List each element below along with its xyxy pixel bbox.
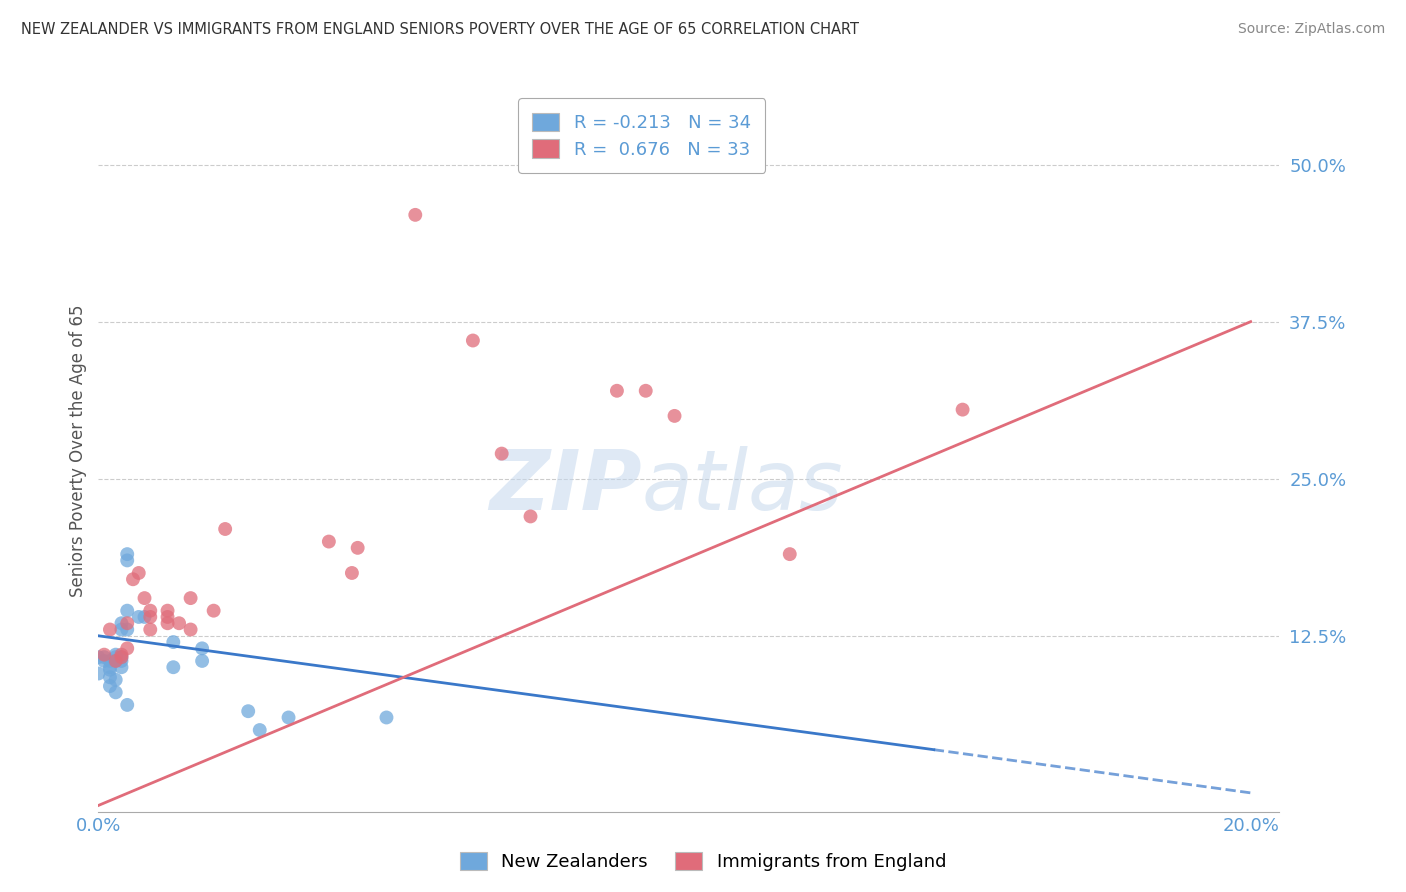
Point <box>115 623 138 637</box>
Point <box>110 650 132 665</box>
Point <box>110 654 132 668</box>
Point <box>93 654 115 668</box>
Point <box>139 610 162 624</box>
Point <box>110 660 132 674</box>
Point <box>318 534 340 549</box>
Point <box>519 509 541 524</box>
Point <box>340 566 363 580</box>
Point <box>664 409 686 423</box>
Point <box>115 641 138 656</box>
Point <box>98 654 121 668</box>
Point <box>180 623 202 637</box>
Point <box>779 547 801 561</box>
Text: NEW ZEALANDER VS IMMIGRANTS FROM ENGLAND SENIORS POVERTY OVER THE AGE OF 65 CORR: NEW ZEALANDER VS IMMIGRANTS FROM ENGLAND… <box>21 22 859 37</box>
Point <box>104 648 127 662</box>
Legend: R = -0.213   N = 34, R =  0.676   N = 33: R = -0.213 N = 34, R = 0.676 N = 33 <box>517 98 765 173</box>
Point <box>139 604 162 618</box>
Point <box>110 648 132 662</box>
Point <box>162 660 184 674</box>
Point <box>115 547 138 561</box>
Legend: New Zealanders, Immigrants from England: New Zealanders, Immigrants from England <box>453 845 953 879</box>
Point <box>98 660 121 674</box>
Point <box>104 673 127 687</box>
Point <box>115 616 138 631</box>
Point <box>606 384 628 398</box>
Point <box>156 610 179 624</box>
Point <box>191 654 214 668</box>
Point <box>110 616 132 631</box>
Point <box>98 670 121 684</box>
Point <box>115 553 138 567</box>
Point <box>191 641 214 656</box>
Text: ZIP: ZIP <box>489 446 641 527</box>
Point <box>156 616 179 631</box>
Point <box>491 447 513 461</box>
Point <box>461 334 484 348</box>
Point <box>634 384 657 398</box>
Point <box>122 572 145 586</box>
Text: Source: ZipAtlas.com: Source: ZipAtlas.com <box>1237 22 1385 37</box>
Point <box>115 604 138 618</box>
Point <box>104 654 127 668</box>
Point <box>249 723 271 737</box>
Point <box>202 604 225 618</box>
Point <box>404 208 426 222</box>
Point <box>214 522 236 536</box>
Text: atlas: atlas <box>641 446 844 527</box>
Point <box>93 650 115 665</box>
Point <box>87 650 110 665</box>
Point <box>104 650 127 665</box>
Point <box>238 704 260 718</box>
Point <box>952 402 974 417</box>
Point <box>167 616 190 631</box>
Point <box>162 635 184 649</box>
Point <box>139 623 162 637</box>
Y-axis label: Seniors Poverty Over the Age of 65: Seniors Poverty Over the Age of 65 <box>69 304 87 597</box>
Point <box>134 591 156 606</box>
Point <box>104 685 127 699</box>
Point <box>98 679 121 693</box>
Point <box>110 623 132 637</box>
Point <box>98 623 121 637</box>
Point <box>180 591 202 606</box>
Point <box>128 566 150 580</box>
Point <box>277 710 299 724</box>
Point <box>93 648 115 662</box>
Point <box>134 610 156 624</box>
Point <box>98 663 121 677</box>
Point <box>346 541 368 555</box>
Point <box>156 604 179 618</box>
Point <box>375 710 398 724</box>
Point <box>128 610 150 624</box>
Point <box>87 666 110 681</box>
Point <box>104 654 127 668</box>
Point <box>110 650 132 665</box>
Point <box>115 698 138 712</box>
